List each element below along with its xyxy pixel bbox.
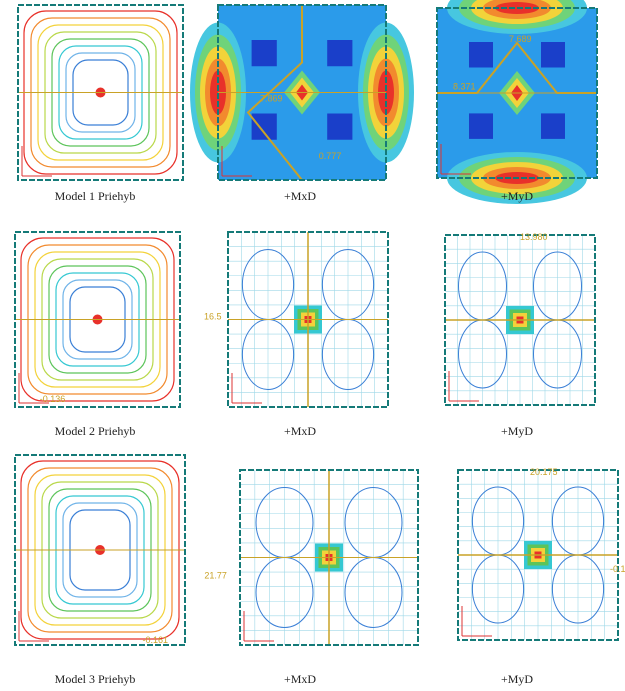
value-label: 7.689	[509, 34, 532, 44]
value-label: -0.136	[40, 394, 66, 404]
value-label: 0.777	[319, 151, 342, 161]
value-label: -0.140	[610, 564, 625, 574]
panel: 7.689 8.371 +MyD	[437, 0, 597, 204]
caption: Model 1 Priehyb	[55, 189, 136, 203]
caption: Model 3 Priehyb	[55, 672, 136, 686]
caption: +MxD	[284, 424, 316, 438]
low-zone	[469, 42, 493, 68]
value-label: 20.175	[530, 467, 558, 477]
value-label: 7.869	[260, 93, 283, 103]
panel: 20.175 -0.140 +MyD	[458, 467, 625, 686]
panel: 13.980 +MyD	[445, 232, 595, 438]
panel: 21.77 +MxD	[204, 470, 418, 686]
caption: +MyD	[501, 424, 533, 438]
panel: 16.5 +MxD	[204, 232, 388, 438]
value-label: 8.371	[453, 82, 476, 92]
caption: +MyD	[501, 672, 533, 686]
figure: Model 1 Priehyb 7.869 0.777 +MxD 7.689 8.371 +…	[0, 0, 625, 691]
value-label: 13.980	[520, 232, 548, 242]
panel: Model 1 Priehyb	[18, 5, 183, 203]
low-zone	[541, 113, 565, 138]
caption: +MxD	[284, 189, 316, 203]
low-zone	[252, 40, 277, 66]
caption: +MyD	[501, 189, 533, 203]
panel: 7.869 0.777 +MxD	[190, 5, 414, 203]
low-zone	[541, 42, 565, 68]
panel: -0.136 Model 2 Priehyb	[15, 232, 180, 438]
caption: +MxD	[284, 672, 316, 686]
value-label: 16.5	[204, 312, 222, 322]
panel: -0.161 Model 3 Priehyb	[15, 455, 185, 686]
low-zone	[327, 40, 352, 66]
low-zone	[327, 114, 352, 140]
low-zone	[469, 113, 493, 138]
value-label: -0.161	[143, 635, 169, 645]
caption: Model 2 Priehyb	[55, 424, 136, 438]
low-zone	[252, 114, 277, 140]
value-label: 21.77	[204, 571, 227, 581]
